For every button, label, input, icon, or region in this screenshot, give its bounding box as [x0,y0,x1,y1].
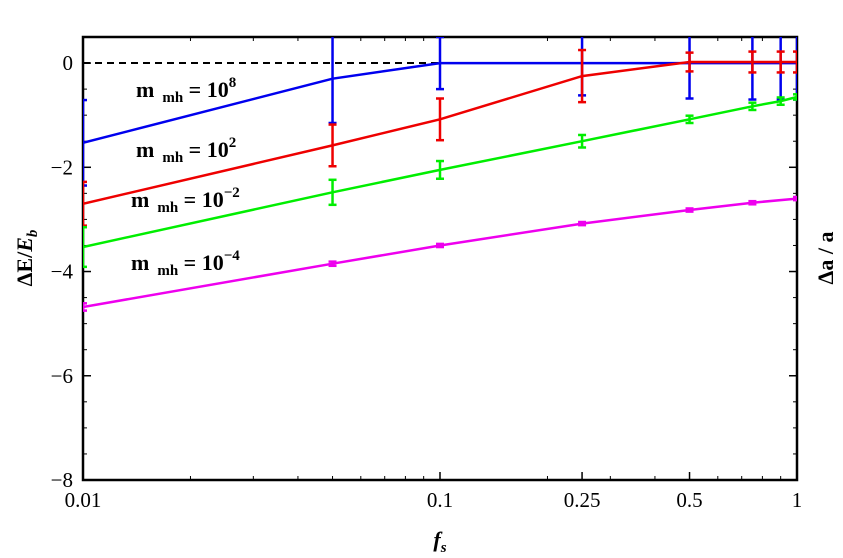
series-label: m mh = 10−4 [131,248,240,279]
y-tick-label: −4 [51,260,74,284]
x-tick-label: 0.01 [65,488,102,512]
series-label: m mh = 108 [136,75,236,106]
x-axis-title: fs [433,527,446,556]
y-tick-label: −8 [51,468,73,492]
right-axis-title: Δa / a [813,232,838,285]
plot-area [83,37,797,312]
x-tick-label: 1 [792,488,803,512]
x-tick-label: 0.1 [427,488,453,512]
y-tick-label: −6 [51,364,73,388]
x-tick-label: 0.5 [676,488,702,512]
series-label: m mh = 102 [136,135,236,166]
series-label: m mh = 10−2 [131,185,240,216]
x-tick-label: 0.25 [564,488,601,512]
series-line [83,60,797,206]
y-tick-label: 0 [63,51,74,75]
series-line [83,95,797,249]
y-axis-title: ΔE/Eb [12,229,41,286]
y-tick-label: −2 [51,155,73,179]
